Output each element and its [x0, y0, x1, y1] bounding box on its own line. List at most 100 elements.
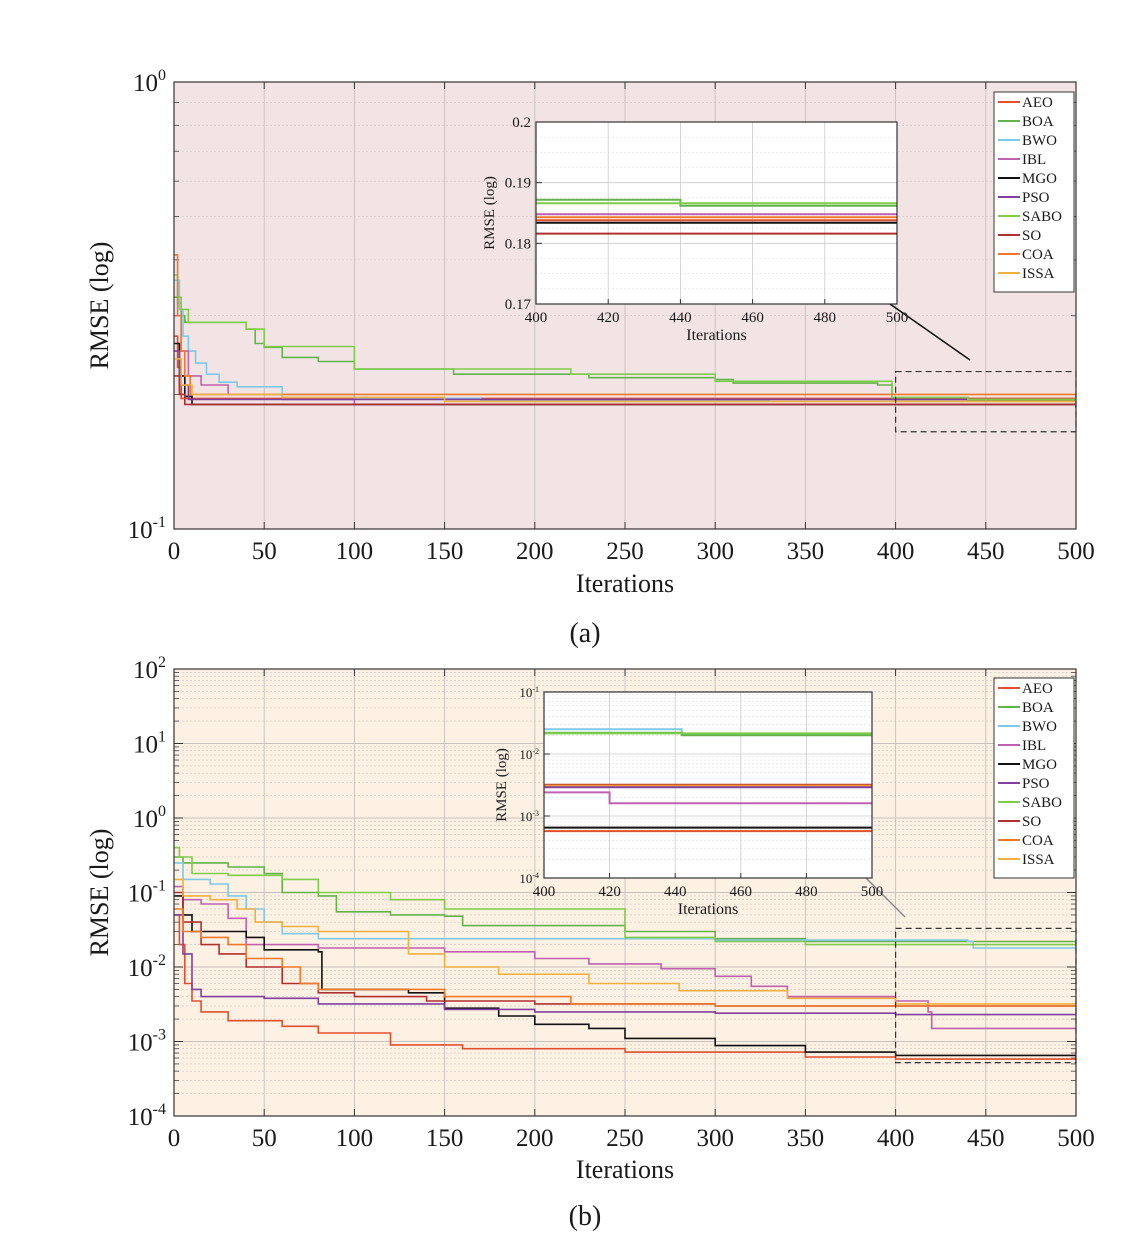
series-line-boa [174, 856, 1076, 948]
series-line-pso [174, 914, 1076, 1016]
legend-label: AEO [1022, 95, 1053, 111]
legend-item-bwo: BWO [998, 133, 1057, 149]
legend-item-issa: ISSA [998, 266, 1055, 282]
legend-label: BWO [1022, 133, 1057, 149]
inset-y-tick-label: 10-4 [519, 871, 539, 886]
inset-y-tick-label: 0.17 [505, 297, 532, 313]
x-axis-label: Iterations [576, 569, 674, 598]
inset-frame [535, 121, 898, 305]
x-tick-label: 400 [877, 1125, 915, 1152]
tick-base: 10 [519, 685, 532, 700]
inset-y-tick-label: 0.19 [505, 176, 531, 192]
tick-base: 10 [133, 657, 158, 684]
legend-box [993, 677, 1075, 879]
legend-label: AEO [1022, 681, 1053, 697]
series-line-issa [174, 358, 1076, 406]
chart-panel-a: 0 50 100 150 200 250 300 350 400 450 50010010-1Ite… [85, 67, 1095, 649]
legend-item-ibl: IBL [998, 738, 1046, 754]
inset-series-line-ibl [544, 791, 872, 805]
tick-base: 10 [519, 871, 532, 886]
tick-exponent: -4 [153, 1101, 166, 1118]
inset-x-tick-label: 500 [861, 884, 884, 900]
legend-label: ISSA [1022, 266, 1055, 282]
legend-label: SABO [1022, 209, 1062, 225]
inset-x-tick-label: 420 [598, 884, 621, 900]
x-tick-label: 350 [787, 1125, 825, 1152]
plot-frame [173, 81, 1077, 530]
legend-item-mgo: MGO [998, 171, 1057, 187]
tick-base: 10 [128, 881, 153, 908]
tick-exponent: -4 [532, 871, 539, 880]
legend-label: IBL [1022, 738, 1046, 754]
legend-label: COA [1022, 833, 1054, 849]
legend-label: PSO [1022, 190, 1050, 206]
legend-item-ibl: IBL [998, 152, 1046, 168]
x-tick-label: 50 [252, 538, 277, 565]
tick-base: 10 [519, 747, 532, 762]
x-tick-label: 300 [696, 1125, 734, 1152]
legend-label: BOA [1022, 700, 1054, 716]
legend-label: MGO [1022, 757, 1057, 773]
y-tick-label: 10-1 [128, 878, 166, 908]
inset-series-line-aeo [544, 830, 872, 833]
inset-y-tick-label: 0.18 [505, 236, 531, 252]
inset-y-axis-label: RMSE (log) [494, 748, 510, 822]
legend-box [993, 91, 1075, 293]
x-tick-label: 0 [168, 1125, 181, 1152]
x-tick-label: 350 [787, 538, 825, 565]
inset-series-group [536, 198, 897, 235]
legend-item-boa: BOA [998, 700, 1054, 716]
y-tick-label: 10-2 [128, 952, 166, 982]
legend-label: BOA [1022, 114, 1054, 130]
legend: AEO BOA BWO IBL MGO PSO SABO SO COA ISSA [993, 677, 1075, 879]
x-tick-label: 250 [606, 1125, 644, 1152]
legend-item-issa: ISSA [998, 852, 1055, 868]
legend-label: SABO [1022, 795, 1062, 811]
x-tick-label: 150 [426, 1125, 464, 1152]
legend-label: IBL [1022, 152, 1046, 168]
inset-x-axis-label: Iterations [686, 327, 746, 344]
inset-x-tick-label: 480 [795, 884, 818, 900]
inset-x-tick-label: 400 [533, 884, 556, 900]
x-tick-label: 200 [516, 538, 554, 565]
tick-exponent: -1 [153, 878, 166, 895]
zoom-region-box [894, 370, 1077, 433]
legend-item-so: SO [998, 228, 1041, 244]
inset-x-tick-label: 440 [669, 310, 692, 326]
legend: AEO BOA BWO IBL MGO PSO SABO SO COA ISSA [993, 91, 1075, 293]
legend-label: MGO [1022, 171, 1057, 187]
x-tick-label: 300 [696, 538, 734, 565]
x-tick-label: 450 [967, 538, 1005, 565]
y-tick-label: 100 [133, 803, 166, 833]
series-line-aeo [174, 914, 1076, 1061]
series-line-bwo [174, 279, 771, 402]
inset-chart: 400 420 440 460 480 500 0.2 0.19 0.18 0.17 Iterati… [482, 115, 908, 344]
y-tick-label: 100 [133, 67, 166, 97]
tick-exponent: -2 [153, 952, 166, 969]
zoom-region-box [894, 927, 1077, 1064]
legend-label: ISSA [1022, 852, 1055, 868]
x-tick-label: 450 [967, 1125, 1005, 1152]
x-tick-label: 200 [516, 1125, 554, 1152]
legend-item-aeo: AEO [998, 681, 1053, 697]
y-tick-label: 101 [133, 729, 166, 759]
legend-item-pso: PSO [998, 190, 1050, 206]
legend-item-boa: BOA [998, 114, 1054, 130]
inset-x-tick-label: 400 [525, 310, 548, 326]
tick-exponent: 2 [158, 654, 166, 671]
inset-series-line-mgo [544, 826, 872, 829]
series-group [174, 846, 1076, 1061]
series-line-sabo [174, 274, 1076, 401]
legend-item-bwo: BWO [998, 719, 1057, 735]
legend-label: BWO [1022, 719, 1057, 735]
inset-x-tick-label: 500 [886, 310, 909, 326]
tick-base: 10 [133, 70, 158, 97]
inset-x-tick-label: 480 [814, 310, 837, 326]
x-tick-label: 500 [1057, 538, 1095, 565]
inset-chart: 400 420 440 460 480 50010-110-210-310-4Iterat… [494, 685, 883, 918]
tick-base: 10 [133, 732, 158, 759]
legend-item-pso: PSO [998, 776, 1050, 792]
legend-item-mgo: MGO [998, 757, 1057, 773]
inset-x-tick-label: 440 [664, 884, 687, 900]
